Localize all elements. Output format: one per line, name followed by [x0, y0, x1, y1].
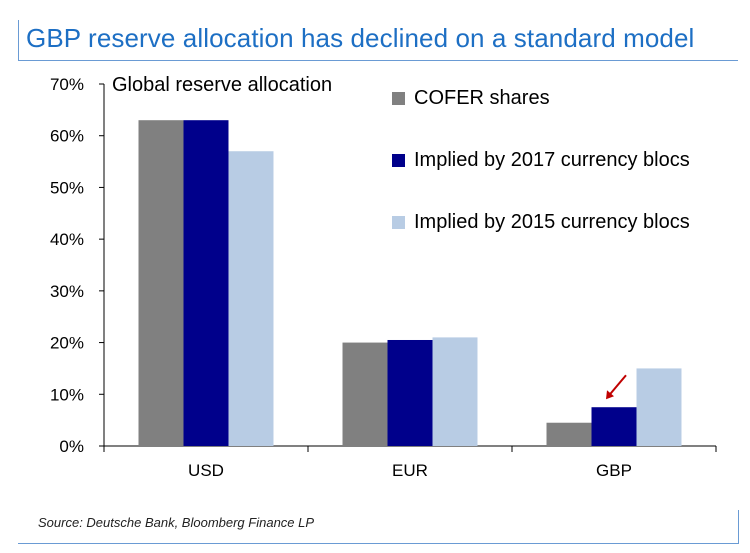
title-divider	[18, 60, 738, 61]
chart-subtitle: Global reserve allocation	[112, 74, 332, 96]
bar	[432, 337, 478, 446]
chart-axes: 0% 10% 20% 30% 40% 50% 60% 70% USD EUR GBP Global r…	[50, 74, 717, 480]
bar	[387, 339, 433, 446]
chart-annotations	[606, 374, 627, 400]
bar	[138, 120, 184, 446]
y-tick-label: 50%	[50, 178, 84, 197]
bar	[636, 368, 682, 446]
bar	[342, 342, 388, 446]
annotation-arrow-head	[606, 390, 614, 400]
chart-title: GBP reserve allocation has declined on a…	[26, 23, 695, 53]
y-tick-label: 10%	[50, 385, 84, 404]
bar	[183, 120, 229, 446]
source-note: Source: Deutsche Bank, Bloomberg Finance…	[38, 515, 315, 530]
bottom-divider	[18, 543, 739, 544]
x-tick-label: GBP	[596, 461, 632, 480]
x-tick-label: EUR	[392, 461, 428, 480]
bar	[591, 407, 637, 446]
annotation-arrow-shaft	[609, 374, 627, 395]
y-tick-label: 30%	[50, 282, 84, 301]
chart-bars	[138, 120, 682, 446]
legend-swatch	[392, 154, 405, 167]
chart-legend: COFER shares Implied by 2017 currency blo…	[392, 87, 690, 233]
legend-swatch	[392, 216, 405, 229]
legend-label: Implied by 2015 currency blocs	[414, 211, 690, 233]
y-tick-label: 0%	[59, 437, 84, 456]
frame-left-border	[18, 20, 19, 60]
y-tick-label: 60%	[50, 127, 84, 146]
y-tick-label: 70%	[50, 75, 84, 94]
y-tick-label: 20%	[50, 334, 84, 353]
bar	[228, 151, 274, 446]
frame-right-border	[738, 510, 739, 543]
legend-label: Implied by 2017 currency blocs	[414, 149, 690, 171]
legend-swatch	[392, 92, 405, 105]
bar	[546, 422, 592, 446]
y-tick-label: 40%	[50, 230, 84, 249]
legend-label: COFER shares	[414, 87, 550, 109]
x-tick-label: USD	[188, 461, 224, 480]
